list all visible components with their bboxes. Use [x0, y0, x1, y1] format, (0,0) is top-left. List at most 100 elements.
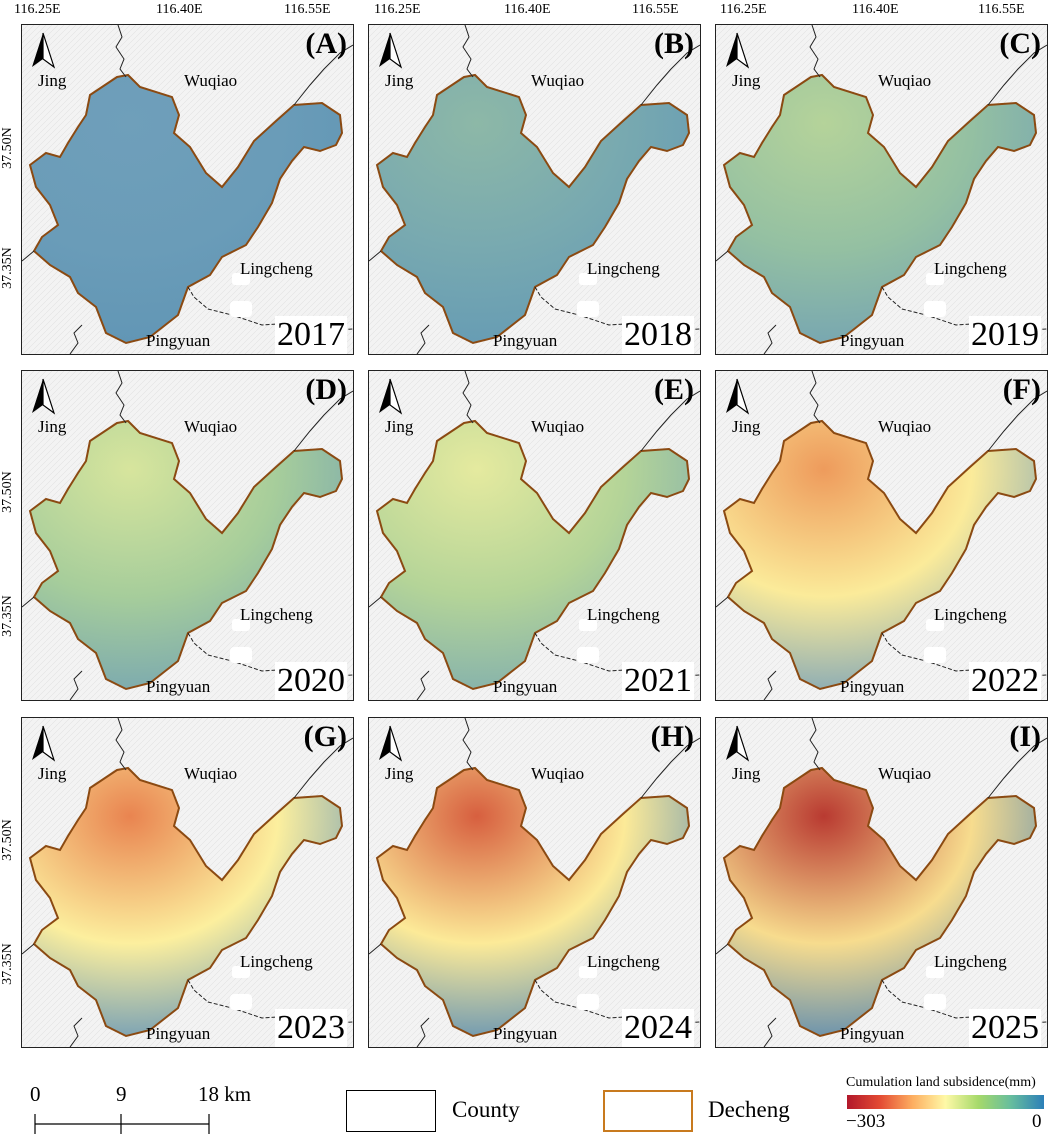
scale-bar-graphic	[34, 1114, 210, 1134]
lat-label-row3-a: 37.50N	[0, 819, 15, 861]
water-body-1	[926, 966, 944, 978]
lon-label-9: 116.55E	[978, 2, 1025, 17]
map-panel-2022: (F) 2022 Jing Wuqiao Lingcheng Pingyuan	[715, 370, 1048, 701]
north-arrow-icon	[377, 31, 403, 74]
lon-label-1: 116.25E	[14, 2, 61, 17]
legend-county-label: County	[452, 1097, 520, 1122]
map-svg-2019	[716, 25, 1047, 354]
scale-label-9: 9	[116, 1082, 127, 1106]
county-boundary-south	[534, 632, 700, 678]
lon-label-3: 116.55E	[284, 2, 331, 17]
county-boundary-southwest	[416, 1017, 430, 1047]
place-pingyuan: Pingyuan	[493, 677, 558, 696]
county-boundary-north	[809, 25, 821, 78]
place-lingcheng: Lingcheng	[240, 605, 313, 624]
place-wuqiao: Wuqiao	[878, 71, 932, 90]
map-panel-2019: (C) 2019 Jing Wuqiao Lingcheng Pingyuan	[715, 24, 1048, 355]
county-boundary-north	[462, 25, 474, 78]
panel-year: 2022	[969, 662, 1041, 700]
water-body-2	[577, 647, 599, 663]
legend-decheng-swatch	[603, 1090, 693, 1132]
place-wuqiao: Wuqiao	[184, 71, 238, 90]
place-lingcheng: Lingcheng	[587, 952, 660, 971]
county-boundary-north	[462, 718, 474, 771]
panel-year: 2018	[622, 316, 694, 354]
water-body-1	[926, 619, 944, 631]
scale-label-18km: 18 km	[198, 1082, 252, 1106]
place-pingyuan: Pingyuan	[840, 1024, 905, 1043]
north-arrow-icon	[724, 31, 750, 74]
lon-label-6: 116.55E	[632, 2, 679, 17]
county-boundary-south	[187, 632, 353, 678]
lon-label-4: 116.25E	[374, 2, 421, 17]
place-lingcheng: Lingcheng	[934, 259, 1007, 278]
colorbar-title: Cumulation land subsidence(mm)	[846, 1075, 1036, 1090]
county-boundary-west	[369, 943, 382, 955]
county-boundary-northeast	[640, 44, 700, 106]
map-svg-2024	[369, 718, 700, 1047]
north-arrow-icon	[30, 31, 56, 74]
county-boundary-north	[115, 718, 127, 771]
lon-label-7: 116.25E	[720, 2, 767, 17]
place-lingcheng: Lingcheng	[934, 952, 1007, 971]
map-svg-2025	[716, 718, 1047, 1047]
panel-letter: (A)	[305, 27, 347, 60]
place-wuqiao: Wuqiao	[184, 764, 238, 783]
water-body-1	[579, 619, 597, 631]
county-boundary-south	[187, 979, 353, 1025]
panel-year: 2023	[275, 1009, 347, 1047]
place-jing: Jing	[385, 417, 414, 436]
county-boundary-north	[809, 718, 821, 771]
water-body-2	[230, 301, 252, 317]
panel-year: 2025	[969, 1009, 1041, 1047]
map-panel-2025: (I) 2025 Jing Wuqiao Lingcheng Pingyuan	[715, 717, 1048, 1048]
place-pingyuan: Pingyuan	[493, 1024, 558, 1043]
map-panel-2021: (E) 2021 Jing Wuqiao Lingcheng Pingyuan	[368, 370, 701, 701]
panel-letter: (E)	[654, 373, 694, 406]
panel-letter: (G)	[303, 720, 347, 753]
lat-label-row1-b: 37.35N	[0, 247, 15, 289]
county-boundary-west	[716, 596, 729, 608]
place-jing: Jing	[732, 417, 761, 436]
map-svg-2018	[369, 25, 700, 354]
water-body-2	[924, 301, 946, 317]
water-body-2	[577, 301, 599, 317]
county-boundary-northeast	[987, 390, 1047, 452]
map-svg-2020	[22, 371, 353, 700]
county-boundary-southwest	[416, 670, 430, 700]
map-svg-2021	[369, 371, 700, 700]
place-pingyuan: Pingyuan	[840, 677, 905, 696]
panel-year: 2019	[969, 316, 1041, 354]
county-boundary-northeast	[987, 44, 1047, 106]
map-svg-2017	[22, 25, 353, 354]
county-boundary-west	[716, 250, 729, 262]
place-wuqiao: Wuqiao	[531, 417, 585, 436]
lon-label-2: 116.40E	[156, 2, 203, 17]
panel-year: 2017	[275, 316, 347, 354]
water-body-1	[232, 966, 250, 978]
place-jing: Jing	[385, 71, 414, 90]
county-boundary-south	[534, 286, 700, 332]
lat-label-row3-b: 37.35N	[0, 943, 15, 985]
place-jing: Jing	[38, 71, 67, 90]
place-wuqiao: Wuqiao	[878, 417, 932, 436]
colorbar-min-label: −303	[846, 1111, 886, 1132]
north-arrow-icon	[377, 377, 403, 420]
map-panel-2023: (G) 2023 Jing Wuqiao Lingcheng Pingyuan	[21, 717, 354, 1048]
county-boundary-west	[369, 250, 382, 262]
lat-label-row2-b: 37.35N	[0, 595, 15, 637]
place-lingcheng: Lingcheng	[240, 952, 313, 971]
county-boundary-north	[115, 371, 127, 424]
legend-decheng-label: Decheng	[708, 1097, 790, 1122]
place-wuqiao: Wuqiao	[184, 417, 238, 436]
map-panel-2024: (H) 2024 Jing Wuqiao Lingcheng Pingyuan	[368, 717, 701, 1048]
lon-label-5: 116.40E	[504, 2, 551, 17]
place-jing: Jing	[385, 764, 414, 783]
north-arrow-icon	[377, 724, 403, 767]
water-body-2	[924, 647, 946, 663]
place-wuqiao: Wuqiao	[531, 764, 585, 783]
map-panel-2017: (A) 2017 Jing Wuqiao Lingcheng Pingyuan	[21, 24, 354, 355]
county-boundary-southwest	[416, 324, 430, 354]
county-boundary-north	[462, 371, 474, 424]
water-body-2	[577, 994, 599, 1010]
